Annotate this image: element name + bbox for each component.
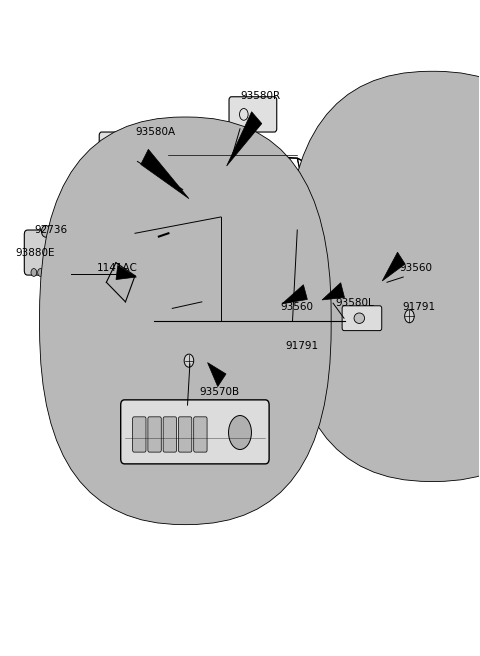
Ellipse shape [228,415,252,449]
Text: 91791: 91791 [285,341,318,352]
FancyBboxPatch shape [99,132,156,168]
Polygon shape [282,285,307,304]
Text: 1141AC: 1141AC [97,263,138,273]
Circle shape [37,268,43,276]
Circle shape [52,268,58,276]
Polygon shape [227,112,262,166]
Circle shape [405,310,414,323]
FancyBboxPatch shape [163,417,177,452]
FancyBboxPatch shape [342,306,382,331]
Circle shape [31,268,36,276]
FancyBboxPatch shape [286,72,480,482]
FancyBboxPatch shape [179,417,192,452]
FancyBboxPatch shape [160,305,185,337]
FancyBboxPatch shape [229,96,277,132]
Polygon shape [207,363,226,386]
Text: 93580R: 93580R [240,91,280,101]
Text: 93880E: 93880E [16,248,55,258]
Polygon shape [322,283,345,300]
Text: 93580A: 93580A [135,127,175,137]
Ellipse shape [354,313,364,323]
Polygon shape [116,266,136,279]
Polygon shape [382,252,405,281]
Text: 93580L: 93580L [336,298,374,308]
Text: 93560: 93560 [281,302,313,312]
FancyBboxPatch shape [24,230,72,275]
FancyBboxPatch shape [194,417,207,452]
Text: 91791: 91791 [402,302,435,312]
Circle shape [44,268,50,276]
Circle shape [41,226,50,237]
FancyBboxPatch shape [148,417,161,452]
FancyBboxPatch shape [39,117,331,525]
Text: 93570B: 93570B [199,387,240,397]
Polygon shape [141,150,189,199]
Text: 93560: 93560 [400,263,433,273]
FancyBboxPatch shape [401,259,432,293]
FancyBboxPatch shape [120,400,269,464]
FancyBboxPatch shape [132,417,146,452]
Text: 92736: 92736 [35,225,68,235]
Circle shape [184,354,194,367]
